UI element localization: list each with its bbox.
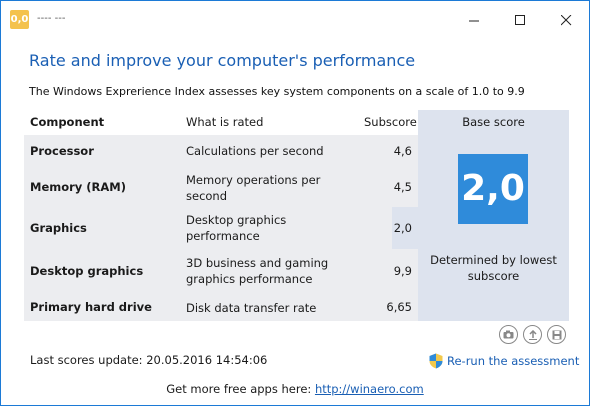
upload-button[interactable] [523,325,542,344]
row-what: Memory operations per second [186,173,321,203]
title-bar[interactable]: 0,0 ---- --- [1,1,589,39]
maximize-button[interactable] [497,1,543,39]
header-subscore: Subscore [364,115,417,129]
page-heading: Rate and improve your computer's perform… [29,51,416,70]
app-icon: 0,0 [10,10,29,29]
row-what: Desktop graphics performance [186,213,287,243]
row-component: Memory (RAM) [30,180,127,194]
minimize-icon [468,20,479,21]
row-subscore: 2,0 [393,221,412,235]
rerun-assessment-link[interactable]: Re-run the assessment [429,353,579,369]
row-component: Graphics [30,221,87,235]
save-button[interactable] [547,325,566,344]
save-icon [552,330,561,339]
table-row-hard-drive: Primary hard drive Disk data transfer ra… [24,294,418,321]
promo-link[interactable]: http://winaero.com [314,382,424,396]
header-component: Component [30,115,105,129]
maximize-icon [514,14,525,25]
shield-icon [429,353,443,369]
table-row-processor: Processor Calculations per second 4,6 [24,135,418,167]
promo-text: Get more free apps here: [166,382,315,396]
row-component: Primary hard drive [30,300,152,314]
screenshot-button[interactable] [499,325,518,344]
row-subscore: 4,5 [393,180,412,194]
row-subscore: 4,6 [393,144,412,158]
minimize-button[interactable] [451,1,497,39]
header-what-is-rated: What is rated [186,115,264,129]
header-base-score: Base score [462,115,525,129]
last-update-text: Last scores update: 20.05.2016 14:54:06 [30,353,268,367]
window-title: ---- --- [37,13,66,24]
row-subscore: 9,9 [393,264,412,278]
base-score-tile: 2,0 [458,154,528,224]
table-row-memory: Memory (RAM) Memory operations per secon… [24,167,418,207]
close-button[interactable] [543,1,589,39]
score-table [24,135,418,321]
lowest-score-highlight [392,207,418,249]
row-subscore: 6,65 [386,300,412,314]
row-what: Disk data transfer rate [186,301,317,315]
table-row-desktop-graphics: Desktop graphics 3D business and gaming … [24,249,418,294]
row-what: 3D business and gaming graphics performa… [186,256,329,286]
row-what: Calculations per second [186,144,324,158]
base-score-caption: Determined by lowest subscore [430,253,557,283]
rerun-label[interactable]: Re-run the assessment [447,354,580,368]
row-component: Desktop graphics [30,264,144,278]
table-row-graphics: Graphics Desktop graphics performance 2,… [24,207,418,249]
upload-icon [528,329,537,340]
footer-promo: Get more free apps here: http://winaero.… [1,382,589,396]
close-icon [560,14,571,25]
page-subheading: The Windows Exprerience Index assesses k… [29,85,525,98]
camera-icon [503,330,514,339]
row-component: Processor [30,144,94,158]
